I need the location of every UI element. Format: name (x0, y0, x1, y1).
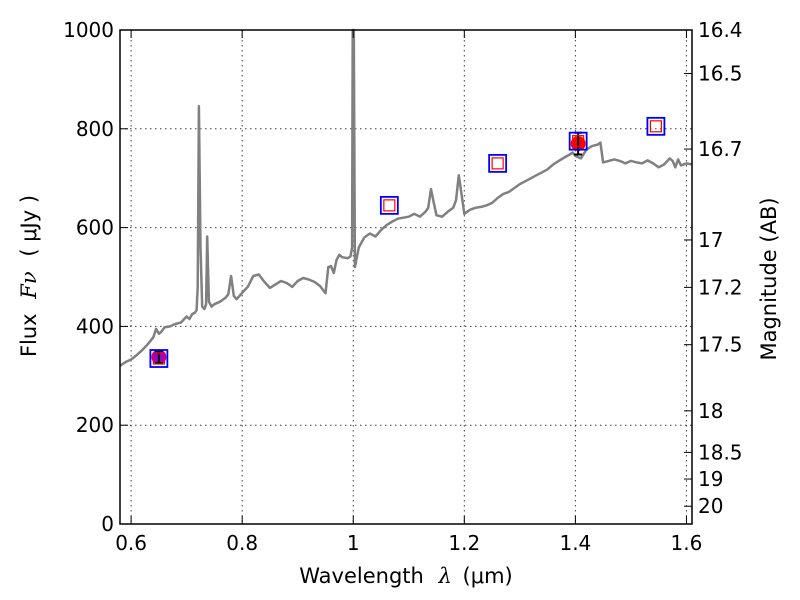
x-axis-label: Wavelength λ (μm) (299, 564, 512, 588)
model-point-inner-0 (152, 352, 165, 365)
y-tick-label-2: 400 (76, 314, 114, 338)
x-tick-label-4: 1.4 (559, 531, 591, 555)
right-tick-label-1: 16.5 (698, 61, 743, 85)
y-axis-right: 16.4 16.5 16.7 17 17.2 17.5 18 18.5 19 20 (684, 18, 743, 518)
y-tick-label-0: 0 (101, 512, 114, 536)
y-axis-label-symbol: Fν (17, 271, 41, 300)
x-tick-label-1: 0.8 (226, 531, 258, 555)
right-tick-label-9: 20 (698, 494, 723, 518)
x-tick-label-5: 1.6 (671, 531, 703, 555)
y-axis-left: 0 200 400 600 800 1000 (63, 18, 128, 536)
right-tick-label-3: 17 (698, 228, 723, 252)
model-point-inner-4 (649, 120, 663, 133)
y-axis-right-label: Magnitude (AB) (757, 197, 781, 360)
model-point-outer-0 (149, 349, 169, 368)
spectrum-layer (119, 28, 693, 367)
right-tick-label-2: 16.7 (698, 137, 743, 161)
x-axis: 0.6 0.8 1 1.2 1.4 1.6 (115, 30, 702, 555)
y-axis-label-text: Flux (17, 313, 41, 357)
x-tick-label-3: 1.2 (448, 531, 480, 555)
right-tick-label-4: 17.2 (698, 275, 743, 299)
y-tick-label-4: 800 (76, 117, 114, 141)
x-axis-label-symbol: λ (438, 564, 452, 588)
right-tick-label-0: 16.4 (698, 18, 743, 42)
model-point-inner-2 (491, 157, 504, 170)
y-axis-label: Flux Fν ( μJy ) (17, 195, 41, 357)
x-axis-label-unit: (μm) (463, 564, 513, 588)
photometry-layer (149, 116, 666, 368)
model-point-outer-4 (646, 116, 666, 136)
x-tick-label-2: 1 (347, 531, 360, 555)
model-point-inner-1 (383, 199, 396, 212)
right-tick-label-5: 17.5 (698, 333, 743, 357)
right-tick-label-7: 18.5 (698, 440, 743, 464)
y-axis-label-unit: ( μJy ) (17, 195, 41, 257)
plot-frame (119, 29, 693, 525)
model-point-outer-2 (488, 153, 508, 173)
model-point-outer-1 (379, 195, 399, 215)
series-line-spectrum (119, 28, 693, 367)
right-tick-label-6: 18 (698, 399, 723, 423)
x-axis-label-text: Wavelength (299, 564, 424, 588)
x-tick-label-0: 0.6 (115, 531, 147, 555)
y-tick-label-5: 1000 (63, 18, 114, 42)
model-point-outer-3 (568, 131, 588, 151)
right-tick-label-8: 19 (698, 467, 723, 491)
model-point-inner-3 (572, 135, 585, 148)
y-tick-label-3: 600 (76, 216, 114, 240)
y-tick-label-1: 200 (76, 413, 114, 437)
